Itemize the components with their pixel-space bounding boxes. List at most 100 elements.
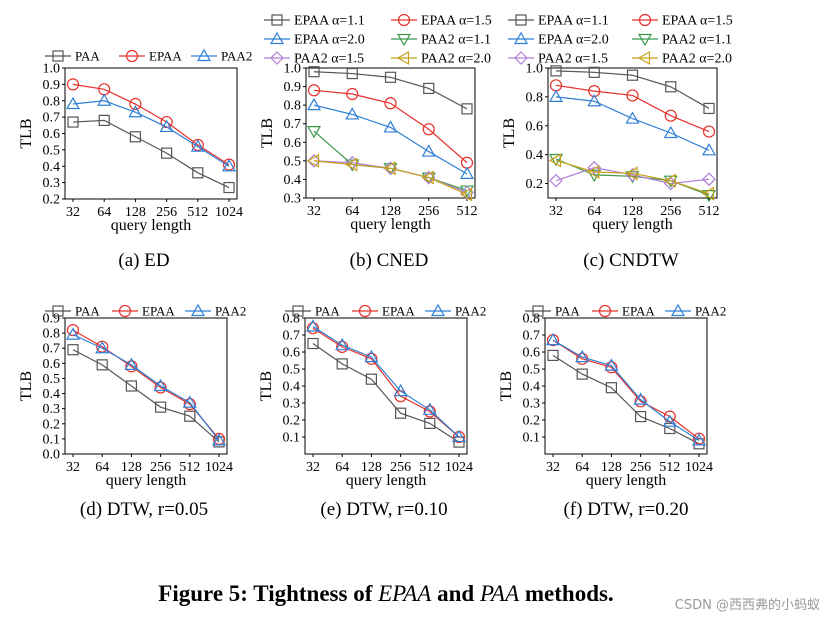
legend-label: EPAA α=1.5 [662,14,733,29]
legend-item-paa: PAA [525,304,580,319]
y-tick-label: 0.9 [43,78,61,93]
data-point [95,341,110,354]
y-tick-label: 0.1 [523,431,541,446]
y-tick-label: 0.3 [284,192,302,207]
data-point [383,120,398,133]
data-point [384,71,397,83]
y-tick-label: 0.6 [526,119,544,134]
data-point [128,105,143,118]
y-tick-label: 0.6 [43,127,61,142]
legend-item-epaa-alpha-20: EPAA α=2.0 [264,31,365,48]
series-paa2 [545,332,707,446]
legend-item-epaa: EPAA [352,304,415,319]
legend-item-paa: PAA [45,304,100,319]
legend-item-paa2: PAA2 [425,304,486,319]
legend-item-paa2-alpha-15: PAA2 α=1.5 [508,51,608,67]
data-point [221,159,237,172]
legend-marker [396,33,412,47]
legend-item-epaa-alpha-20: EPAA α=2.0 [508,31,609,48]
y-tick-label: 0.3 [523,397,541,412]
data-point [702,172,716,187]
series-line [555,96,710,151]
data-point [459,166,475,179]
data-point [345,107,360,120]
data-point [663,173,676,188]
legend-label: EPAA [149,49,182,64]
data-point [336,358,348,370]
data-point [451,429,467,443]
series-line [313,89,468,164]
data-point [625,166,638,181]
subfigure-caption: (c) CNDTW [583,250,679,271]
x-tick-label: 32 [306,460,320,475]
x-tick-label: 256 [418,204,439,219]
series-line [313,104,468,175]
legend-marker [397,13,411,27]
x-axis-label: query length [346,472,426,489]
data-point [65,327,81,340]
data-point [421,170,434,185]
data-point [423,82,435,95]
legend-label: PAA [555,304,580,319]
data-point [605,361,618,374]
data-point [545,332,561,346]
x-axis-label: query length [111,217,191,234]
y-tick-label: 0.0 [43,448,61,463]
series-line [552,339,700,441]
data-point [154,381,167,394]
x-tick-label: 32 [307,204,321,219]
x-tick-label: 32 [546,460,560,475]
legend-marker [292,305,304,317]
legend-marker [190,303,206,317]
y-tick-label: 0.2 [526,177,544,192]
legend-item-epaa-alpha-11: EPAA α=1.1 [508,14,609,29]
x-tick-label: 256 [156,205,177,220]
y-tick-label: 0.9 [284,80,302,95]
series-line [313,160,468,193]
series-paa [307,337,465,448]
legend-marker [598,304,612,318]
series-line [72,83,230,166]
data-point [550,65,562,77]
data-point [547,349,559,361]
data-point [223,181,235,194]
y-tick-label: 0.5 [283,363,301,378]
x-tick-label: 64 [97,205,111,220]
data-point [548,153,564,167]
y-axis-label: TLB [498,371,515,401]
series-paa [67,114,235,194]
y-tick-label: 0.7 [43,342,61,357]
legend-label: PAA2 α=1.1 [421,33,491,48]
y-tick-label: 0.4 [283,380,301,395]
legend: PAA EPAA PAA2 [45,49,252,64]
y-tick-label: 1.0 [526,62,544,77]
data-point [664,109,677,122]
y-tick-label: 0.5 [43,372,61,387]
legend-marker [637,33,653,47]
data-point [625,111,640,124]
legend: PAA EPAA PAA2 [285,304,486,319]
legend-label: PAA2 α=2.0 [662,52,732,67]
figure-caption: Figure 5: Tightness of EPAA and PAA meth… [158,581,613,606]
x-tick-label: 128 [121,460,142,475]
plot-frame [544,317,708,455]
figure-caption-prefix: Figure 5: Tightness of [158,581,378,606]
data-point [190,139,205,152]
series-paa2-alpha-11 [548,153,717,203]
x-tick-label: 256 [150,460,171,475]
x-tick-label: 256 [390,460,411,475]
x-tick-label: 512 [699,204,720,219]
data-point [306,153,320,168]
y-tick-label: 1.0 [43,62,61,77]
legend-marker [532,305,544,317]
legend-label: EPAA [382,304,415,319]
subfigure-caption: (b) CNED [350,250,429,271]
chart-panel-d: 0.00.10.20.30.40.50.60.70.80.9 32 64 128 256… [18,304,246,521]
series-line [555,84,710,133]
series-line [72,349,220,443]
legend-item-paa2: PAA2 [665,304,726,319]
legend-marker [670,303,686,317]
data-point [633,392,648,405]
x-tick-label: 128 [361,460,382,475]
x-tick-label: 1024 [685,460,713,475]
